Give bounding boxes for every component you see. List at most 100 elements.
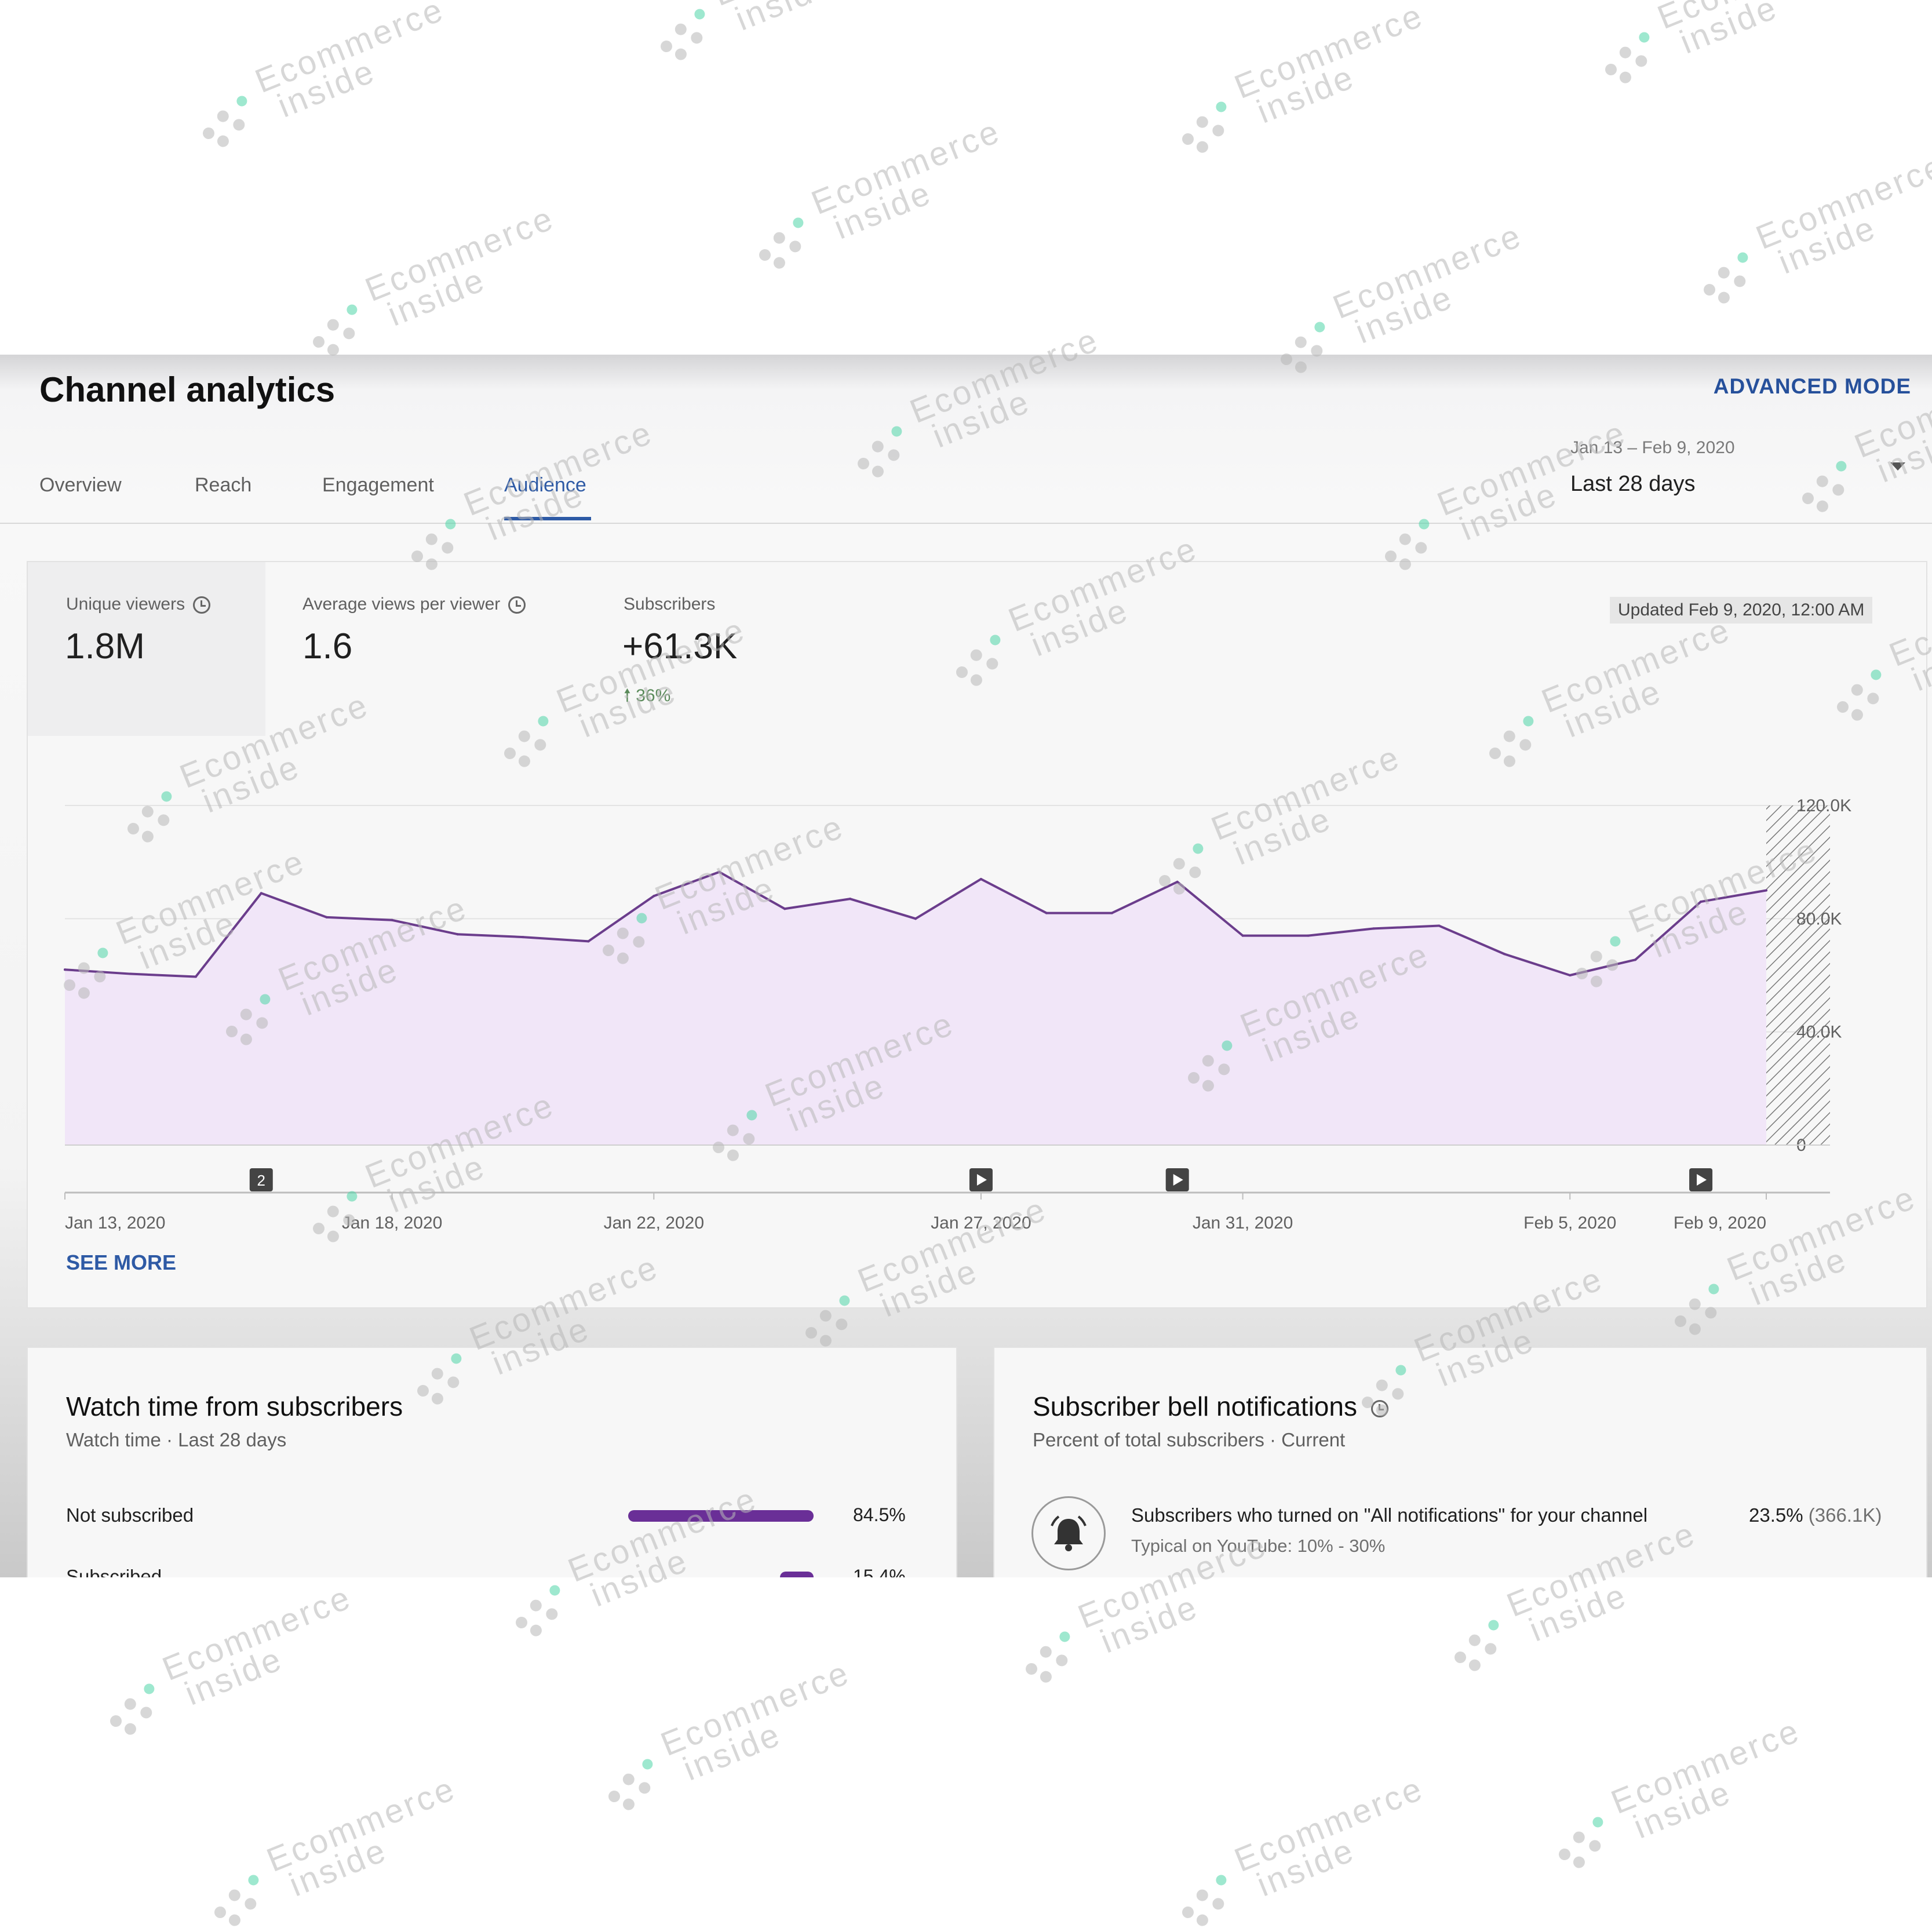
series-line-segment (391, 918, 459, 936)
svg-text:inside: inside (272, 52, 381, 125)
see-more-link[interactable]: SEE MORE (66, 1251, 177, 1274)
tabs-divider (0, 523, 1932, 524)
data-point (1045, 912, 1048, 914)
bell-notifications-card: Subscriber bell notifications Percent of… (993, 1347, 1927, 1577)
data-point (652, 895, 655, 898)
advanced-mode-button[interactable]: ADVANCED MODE (1713, 374, 1911, 398)
metric-label: Unique viewers (66, 595, 211, 614)
date-preset-select[interactable]: Last 28 days (1570, 472, 1696, 496)
metric-tab-unique-viewers[interactable]: Unique viewers 1.8M (28, 562, 265, 736)
bar-not-subscribed (628, 1510, 814, 1522)
active-tab-indicator (504, 517, 591, 520)
dropdown-caret-icon[interactable] (1890, 462, 1905, 471)
data-point (587, 940, 590, 943)
tab-audience[interactable]: Audience (504, 474, 586, 496)
data-point (849, 898, 852, 901)
svg-text:inside: inside (1252, 58, 1360, 131)
arrow-up-icon: 🠕 (624, 686, 631, 705)
pct-not-subscribed: 84.5% (853, 1504, 906, 1525)
series-line-segment (260, 892, 328, 918)
data-point (194, 975, 197, 978)
incomplete-data-hatch (1766, 805, 1830, 1145)
series-line-segment (1372, 924, 1441, 930)
metric-label: Average views per viewer (302, 595, 526, 614)
bell-typical: Typical on YouTube: 10% - 30% (1131, 1536, 1386, 1556)
svg-text:Ecommerce: Ecommerce (655, 1653, 855, 1763)
data-point (260, 892, 263, 895)
data-point (1503, 953, 1506, 956)
svg-text:Ecommerce: Ecommerce (1229, 0, 1429, 106)
pct-subscribed: 15.4% (853, 1566, 906, 1577)
bar-subscribed (780, 1572, 814, 1577)
data-point (391, 918, 393, 921)
svg-text:inside: inside (180, 1640, 288, 1713)
svg-text:inside: inside (829, 174, 937, 247)
data-point (522, 936, 524, 939)
svg-text:Ecommerce: Ecommerce (1751, 147, 1932, 257)
series-line-segment (1307, 927, 1375, 937)
data-point (1438, 924, 1441, 927)
tab-reach[interactable]: Reach (195, 474, 252, 496)
series-line-segment (979, 877, 1048, 914)
data-point (1372, 927, 1375, 930)
svg-text:inside: inside (1773, 209, 1882, 282)
metric-delta: 🠕 36% (624, 686, 671, 705)
svg-text:Ecommerce: Ecommerce (1328, 216, 1528, 326)
data-point (325, 916, 328, 918)
series-line-segment (1176, 880, 1244, 937)
series-line-segment (129, 972, 197, 978)
tab-engagement[interactable]: Engagement (322, 474, 434, 496)
row-label-subscribed: Subscribed (66, 1566, 162, 1577)
data-point (64, 968, 66, 971)
clock-icon (1370, 1399, 1388, 1417)
svg-text:inside: inside (1095, 1588, 1204, 1661)
watch-time-card: Watch time from subscribers Watch time ·… (27, 1347, 957, 1577)
series-line-segment (849, 898, 917, 920)
audience-overview-card: Unique viewers 1.8M Average views per vi… (27, 561, 1927, 1308)
row-label-not-subscribed: Not subscribed (66, 1504, 194, 1526)
data-point (456, 933, 459, 936)
svg-text:inside: inside (1350, 278, 1459, 351)
x-tick-label: Jan 18, 2020 (342, 1213, 442, 1233)
metric-label: Subscribers (624, 595, 716, 614)
clock-icon (508, 596, 526, 614)
svg-text:inside: inside (1675, 0, 1783, 61)
area-fill (65, 872, 1766, 1145)
card-title: Subscriber bell notifications (1033, 1391, 1388, 1422)
svg-text:Ecommerce: Ecommerce (806, 112, 1006, 222)
svg-text:inside: inside (382, 261, 491, 334)
data-point (1241, 934, 1244, 937)
series-line-segment (718, 870, 786, 910)
data-point (1634, 958, 1637, 961)
svg-text:Ecommerce: Ecommerce (250, 0, 450, 100)
data-point (1700, 901, 1703, 903)
data-point (1176, 880, 1179, 883)
x-tick-label: Jan 27, 2020 (931, 1213, 1031, 1233)
tab-overview[interactable]: Overview (39, 474, 122, 496)
metric-value: 1.6 (302, 626, 353, 666)
x-tick-label: Feb 9, 2020 (1674, 1213, 1766, 1233)
series-line-segment (1503, 953, 1572, 976)
svg-text:inside: inside (284, 1831, 392, 1904)
event-count-label: 2 (257, 1172, 265, 1189)
x-tick-label: Feb 5, 2020 (1523, 1213, 1616, 1233)
series-line-segment (522, 936, 590, 943)
svg-text:inside: inside (1252, 1831, 1360, 1904)
data-point (783, 907, 786, 910)
data-point (1110, 912, 1113, 914)
series-line-segment (1634, 901, 1703, 961)
data-point (1765, 889, 1767, 892)
series-line-segment (587, 895, 655, 943)
svg-text:Ecommerce: Ecommerce (708, 0, 907, 13)
play-icon (1697, 1174, 1707, 1186)
date-range-text[interactable]: Jan 13 – Feb 9, 2020 (1570, 438, 1735, 457)
